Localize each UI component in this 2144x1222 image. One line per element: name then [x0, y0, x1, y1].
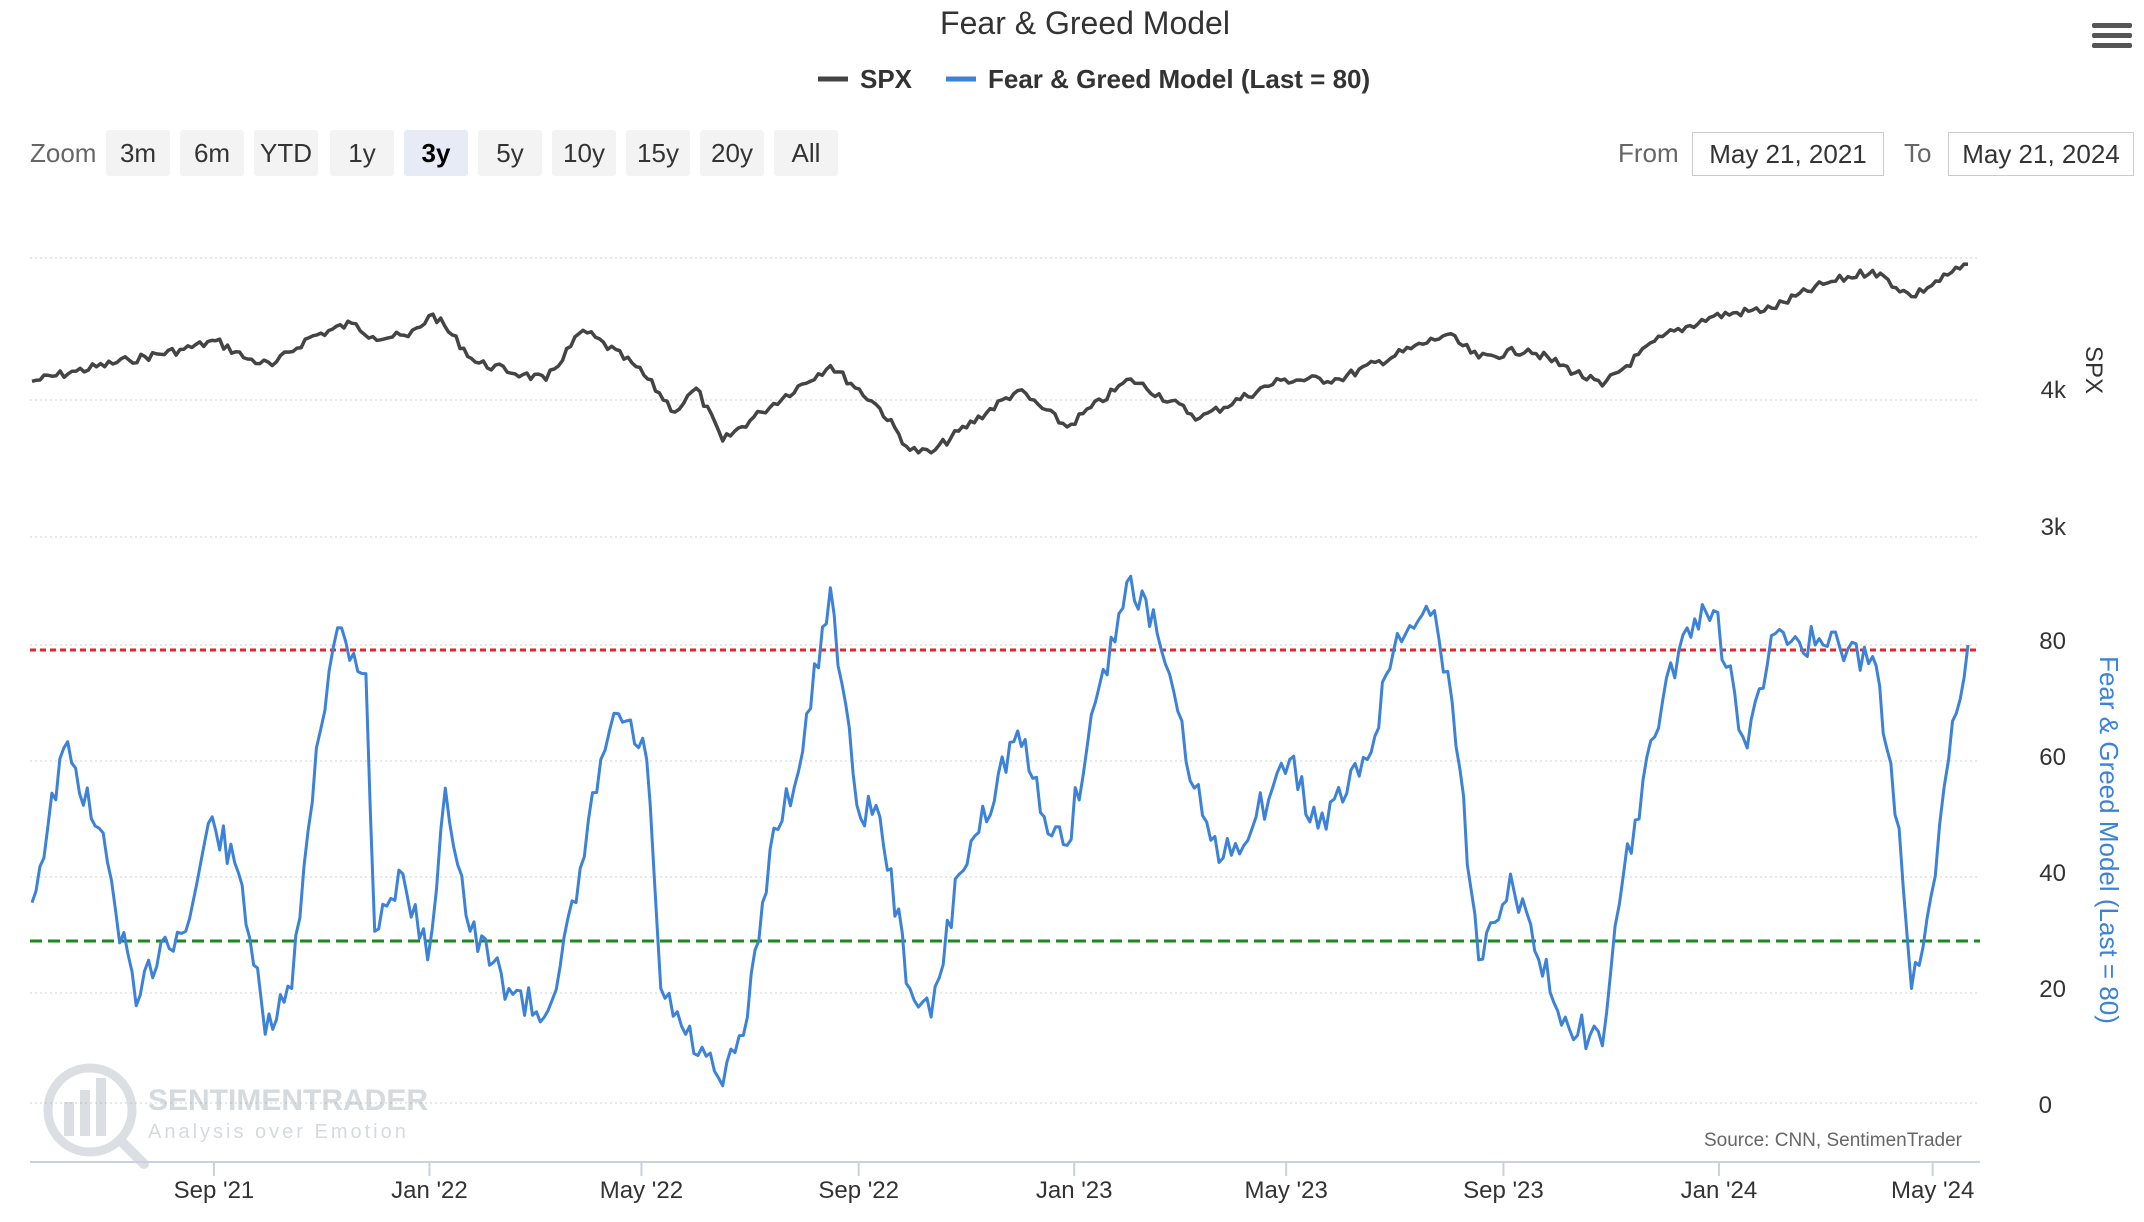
to-label: To	[1904, 138, 1932, 168]
spx-axis-title: SPX	[2080, 346, 2107, 394]
x-tick-label: Jan '22	[391, 1177, 468, 1204]
zoom-button-20y[interactable]: 20y	[700, 130, 764, 176]
sentimentrader-logo-icon	[43, 1063, 149, 1169]
x-tick-label: May '24	[1891, 1177, 1974, 1204]
menu-bar	[2092, 43, 2132, 48]
spx-tick-label: 4k	[2041, 377, 2067, 404]
fg-tick-label: 80	[2039, 628, 2066, 655]
x-axis: Sep '21 Jan '22 May '22 Sep '22 Jan '23 …	[174, 1162, 1974, 1204]
zoom-button-5y[interactable]: 5y	[478, 130, 542, 176]
series-line-spx[interactable]	[31, 262, 1969, 455]
spx-tick-label: 3k	[2041, 514, 2067, 541]
menu-bar	[2092, 33, 2132, 38]
fg-tick-label: 40	[2039, 860, 2066, 887]
zoom-button-ytd[interactable]: YTD	[254, 130, 318, 176]
x-tick-label: Sep '23	[1463, 1177, 1544, 1204]
to-date-input[interactable]: May 21, 2024	[1948, 132, 2134, 176]
from-label: From	[1618, 138, 1679, 168]
watermark-name: SENTIMENTRADER	[148, 1084, 428, 1117]
x-tick-label: Jan '24	[1681, 1177, 1758, 1204]
legend-label-spx[interactable]: SPX	[860, 64, 913, 94]
from-date-input[interactable]: May 21, 2021	[1692, 132, 1884, 176]
zoom-label: Zoom	[30, 138, 97, 168]
watermark: SENTIMENTRADER Analysis over Emotion	[43, 1063, 428, 1169]
zoom-button-3m[interactable]: 3m	[106, 130, 170, 176]
watermark-tagline: Analysis over Emotion	[148, 1121, 409, 1143]
zoom-button-6m[interactable]: 6m	[180, 130, 244, 176]
gridlines	[30, 257, 1980, 1104]
fg-tick-label: 20	[2039, 976, 2066, 1003]
zoom-button-15y[interactable]: 15y	[626, 130, 690, 176]
source-credit: Source: CNN, SentimenTrader	[1704, 1130, 1963, 1151]
fg-axis-title: Fear & Greed Model (Last = 80)	[2094, 656, 2124, 1024]
fg-tick-label: 60	[2039, 744, 2066, 771]
hamburger-menu-icon[interactable]	[2092, 18, 2132, 54]
x-tick-label: May '22	[600, 1177, 683, 1204]
x-tick-label: Sep '22	[818, 1177, 899, 1204]
x-tick-label: Sep '21	[174, 1177, 255, 1204]
zoom-button-3y[interactable]: 3y	[404, 130, 468, 176]
zoom-button-all[interactable]: All	[774, 130, 838, 176]
zoom-button-10y[interactable]: 10y	[552, 130, 616, 176]
x-tick-label: May '23	[1245, 1177, 1328, 1204]
series-line-fear-greed[interactable]	[30, 574, 1970, 1088]
legend[interactable]: SPX Fear & Greed Model (Last = 80)	[818, 64, 1370, 94]
zoom-button-1y[interactable]: 1y	[330, 130, 394, 176]
x-tick-label: Jan '23	[1036, 1177, 1113, 1204]
fg-tick-label: 0	[2039, 1092, 2052, 1119]
legend-label-fear-greed[interactable]: Fear & Greed Model (Last = 80)	[988, 64, 1370, 94]
chart-title: Fear & Greed Model	[940, 5, 1230, 41]
menu-bar	[2092, 23, 2132, 28]
